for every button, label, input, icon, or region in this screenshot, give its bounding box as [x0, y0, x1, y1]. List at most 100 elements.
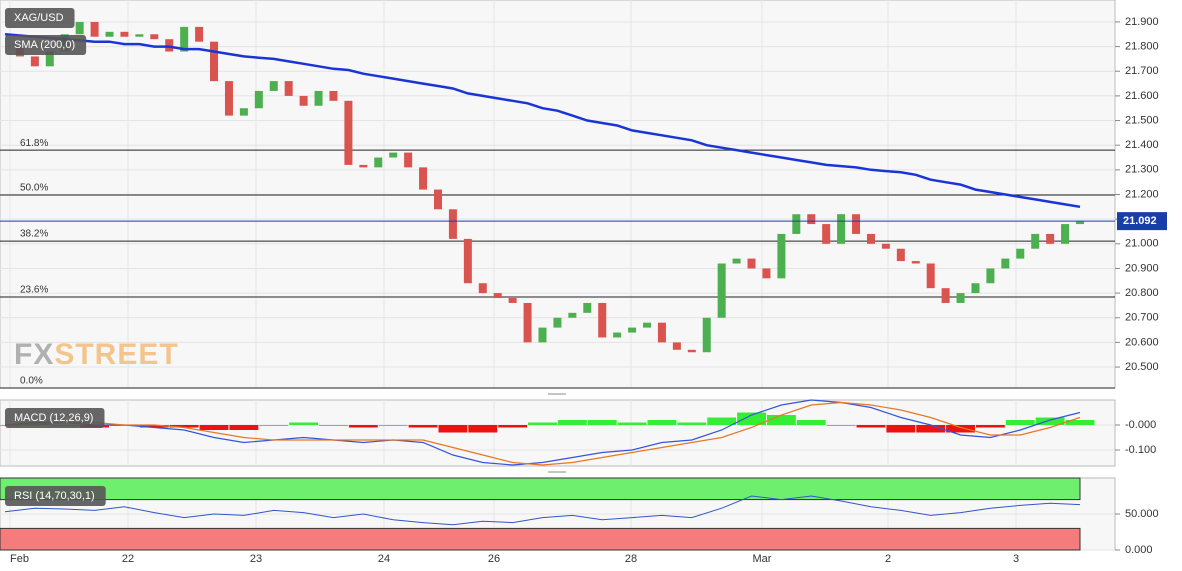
candle-body	[180, 26, 189, 52]
candle-body	[120, 31, 129, 37]
candle-body	[747, 258, 756, 269]
histogram-bar	[528, 422, 557, 425]
candle-body	[344, 100, 353, 165]
candle-body	[762, 268, 771, 279]
fib-label: 23.6%	[20, 285, 48, 296]
y-tick-label: 21.600	[1125, 90, 1159, 102]
candle-body	[239, 108, 248, 116]
legend-box	[5, 8, 75, 28]
candle-body	[792, 214, 801, 234]
candle-body	[628, 327, 637, 333]
sma-line	[4, 33, 1081, 209]
y-tick-label: 21.000	[1125, 238, 1159, 250]
histogram-bar	[557, 420, 587, 425]
candle-body	[881, 243, 890, 249]
candle-body	[657, 322, 666, 343]
histogram-bar	[139, 425, 169, 428]
legend-box	[5, 486, 106, 506]
legend-label: XAG/USD	[14, 12, 64, 24]
candle-body	[1076, 221, 1084, 225]
watermark-part: STREET	[54, 338, 178, 371]
candle-body	[852, 214, 861, 234]
fib-label: 38.2%	[20, 229, 48, 240]
candle-body	[583, 302, 592, 313]
fib-label: 50.0%	[20, 183, 48, 194]
y-tick-label: 21.700	[1125, 65, 1159, 77]
x-tick-label: 28	[625, 553, 637, 565]
candle-body	[687, 349, 696, 353]
candle-body	[135, 34, 144, 37]
candle-body	[717, 263, 726, 318]
candle-body	[478, 283, 487, 294]
histogram-bar	[498, 425, 528, 428]
candle-body	[195, 26, 204, 42]
x-tick-label: Feb	[10, 553, 29, 565]
histogram-bar	[319, 425, 348, 426]
candle-body	[419, 167, 428, 190]
legend-box	[5, 35, 87, 55]
watermark-part: FX	[14, 338, 54, 371]
candle-body	[926, 263, 935, 289]
histogram-bar	[1035, 417, 1065, 425]
candle-body	[508, 298, 517, 303]
macd-line	[4, 399, 1081, 466]
candle-body	[150, 34, 159, 40]
candle-body	[986, 268, 995, 284]
histogram-bar	[856, 425, 886, 428]
price-tag	[1117, 212, 1167, 231]
histogram-bar	[408, 425, 438, 428]
candle-body	[613, 332, 622, 338]
histogram-bar	[438, 425, 468, 433]
histogram-bar	[1005, 420, 1035, 425]
candle-body	[299, 95, 308, 106]
candle-body	[956, 293, 965, 303]
histogram-bar	[468, 425, 498, 433]
histogram-bar	[229, 425, 259, 430]
histogram-bar	[378, 425, 408, 426]
candle-body	[389, 152, 398, 158]
y-tick-label: 21.900	[1125, 16, 1159, 28]
candle-body	[866, 233, 875, 244]
x-tick-label: 3	[1013, 553, 1019, 565]
histogram-bar	[766, 415, 796, 425]
candle-body	[732, 258, 741, 264]
legend-box	[5, 408, 105, 428]
x-tick-label: 22	[122, 553, 134, 565]
x-tick-label: 2	[885, 553, 891, 565]
candle-body	[90, 21, 99, 37]
candle-body	[269, 81, 278, 91]
candle-body	[45, 51, 54, 67]
candle-body	[448, 209, 457, 239]
candle-body	[1031, 233, 1040, 249]
histogram-bar	[826, 425, 856, 426]
candle-body	[75, 21, 84, 35]
y-tick-label: 21.500	[1125, 114, 1159, 126]
histogram-bar	[707, 417, 737, 425]
candle-body	[404, 152, 413, 168]
y-tick-label: 50.000	[1125, 508, 1159, 520]
candle-body	[941, 288, 950, 303]
candle-body	[210, 41, 219, 82]
histogram-bar	[886, 425, 916, 433]
candle-body	[1046, 233, 1055, 244]
candle-body	[538, 327, 547, 343]
y-tick-label: 21.200	[1125, 188, 1159, 200]
x-tick-label: 24	[378, 553, 390, 565]
candle-body	[672, 342, 681, 350]
histogram-bar	[259, 425, 289, 426]
candle-body	[702, 317, 711, 353]
y-tick-label: 21.400	[1125, 139, 1159, 151]
candle-body	[568, 312, 577, 318]
histogram-bar	[348, 425, 378, 428]
histogram-bar	[647, 420, 677, 425]
candle-body	[598, 302, 607, 338]
candle-body	[254, 90, 263, 109]
candle-body	[374, 157, 383, 168]
y-tick-label: 20.900	[1125, 262, 1159, 274]
candle-body	[822, 224, 831, 244]
candle-body	[30, 56, 39, 67]
y-tick-label: 0.000	[1125, 544, 1153, 556]
watermark: FXSTREET	[14, 338, 179, 371]
candle-body	[433, 189, 442, 210]
y-tick-label: 20.700	[1125, 312, 1159, 324]
